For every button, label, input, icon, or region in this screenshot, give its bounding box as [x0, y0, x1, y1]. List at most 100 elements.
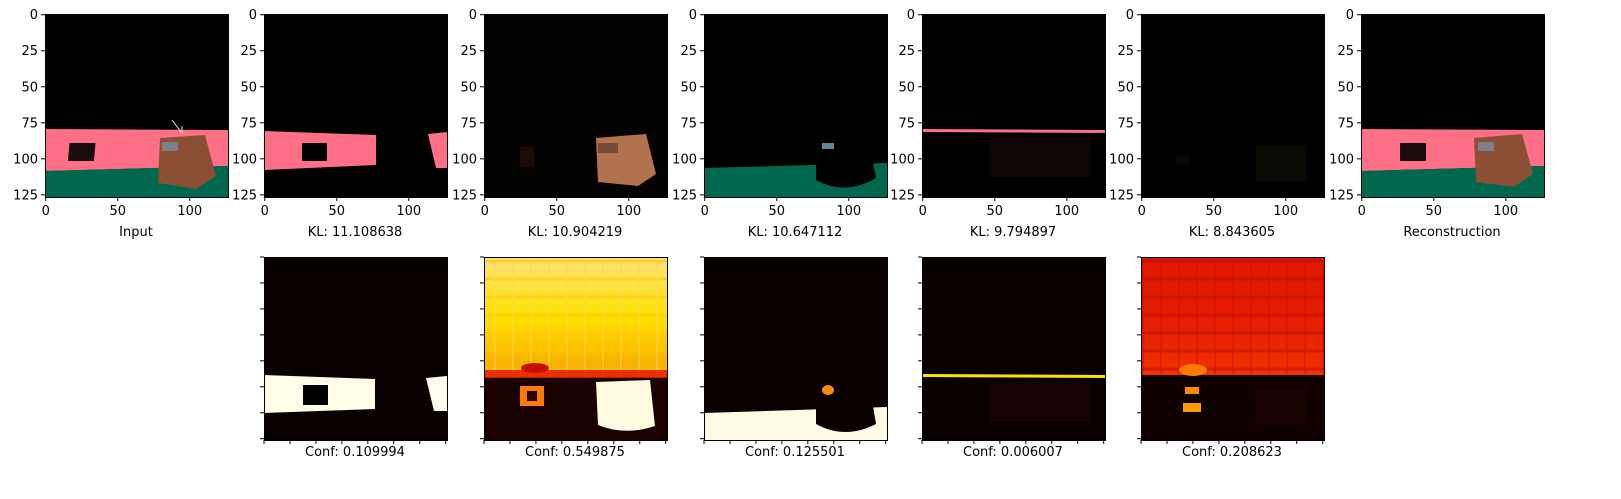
y-tick-label: 50: [898, 80, 915, 95]
hot-spot-bottom: [1183, 403, 1201, 412]
hot-object-blob: [596, 380, 655, 431]
object-shadow: [816, 158, 876, 188]
brown-object-region: [596, 134, 656, 186]
y-tick-label: 100: [890, 152, 915, 167]
x-tick-label: 0: [261, 204, 269, 219]
caption-slot-1: KL: 11.108638: [308, 225, 403, 240]
x-tick-label: 0: [701, 204, 709, 219]
x-tick-label: 100: [836, 204, 861, 219]
axes-ticks: [41, 14, 1507, 444]
faint-object: [1256, 145, 1306, 181]
axes-frame: [484, 14, 668, 198]
faint-object: [990, 137, 1090, 177]
y-tick-label: 125: [232, 188, 257, 203]
y-tick-label: 125: [452, 188, 477, 203]
axes-frame: [1141, 14, 1325, 198]
map-grid-texture: [484, 257, 667, 377]
dark-window-region: [1400, 143, 1426, 161]
hot-spot-small-core: [527, 391, 537, 401]
y-tick-label: 125: [890, 188, 915, 203]
caption-slot-4: KL: 9.794897: [970, 225, 1056, 240]
axes-frame: [922, 14, 1106, 198]
y-tick-label: 0: [1346, 8, 1354, 23]
faint-object: [520, 147, 534, 167]
x-tick-label: 0: [481, 204, 489, 219]
y-tick-label: 0: [249, 8, 257, 23]
caption-reconstruction: Reconstruction: [1403, 225, 1500, 240]
conf-map-2: [484, 257, 667, 440]
x-tick-label: 50: [328, 204, 345, 219]
pink-edge-line: [922, 129, 1105, 133]
x-tick-label: 100: [396, 204, 421, 219]
x-tick-label: 50: [1205, 204, 1222, 219]
x-tick-label: 50: [768, 204, 785, 219]
y-tick-label: 75: [21, 116, 38, 131]
y-tick-label: 25: [680, 44, 697, 59]
dark-window-region: [302, 143, 327, 161]
faint-region: [1256, 388, 1306, 424]
y-tick-label: 100: [1329, 152, 1354, 167]
axes-frame: [704, 257, 888, 441]
captions-top: Input KL: 11.108638 KL: 10.904219 KL: 10…: [119, 225, 1500, 240]
axes-frame: [922, 257, 1106, 441]
y-tick-label: 50: [460, 80, 477, 95]
hot-region-right: [426, 376, 447, 411]
pink-wall-right: [428, 132, 447, 168]
caption-conf-2: Conf: 0.549875: [525, 445, 625, 460]
panel-slot-3: [704, 14, 887, 197]
conf-map-4: [922, 257, 1105, 440]
axes-frame: [264, 14, 448, 198]
object-shadow: [598, 143, 618, 153]
dark-window-region: [67, 143, 96, 161]
y-tick-label: 25: [460, 44, 477, 59]
axes-frame: [1361, 14, 1545, 198]
image-background: [264, 14, 447, 197]
x-tick-label: 50: [1425, 204, 1442, 219]
y-tick-label: 75: [1337, 116, 1354, 131]
y-tick-label: 0: [30, 8, 38, 23]
red-spot: [521, 363, 549, 373]
x-tick-label: 100: [616, 204, 641, 219]
x-tick-label: 0: [1358, 204, 1366, 219]
panel-slot-4: [922, 14, 1105, 197]
y-tick-label: 75: [1117, 116, 1134, 131]
y-tick-label: 75: [680, 116, 697, 131]
y-tick-label: 125: [1329, 188, 1354, 203]
x-tick-label: 0: [919, 204, 927, 219]
y-tick-label: 100: [1109, 152, 1134, 167]
x-tick-label: 50: [548, 204, 565, 219]
object-highlight: [1478, 142, 1494, 151]
y-tick-label: 100: [452, 152, 477, 167]
y-tick-label: 50: [240, 80, 257, 95]
y-tick-label: 100: [13, 152, 38, 167]
panel-slot-2: [484, 14, 667, 197]
y-tick-label: 0: [689, 8, 697, 23]
y-tick-label: 25: [21, 44, 38, 59]
panel-input: [45, 14, 228, 197]
y-tick-label: 25: [1117, 44, 1134, 59]
conf-map-3: [704, 257, 887, 440]
y-tick-label: 50: [21, 80, 38, 95]
faint-region: [990, 382, 1090, 422]
x-tick-label: 50: [986, 204, 1003, 219]
x-tick-label: 0: [1138, 204, 1146, 219]
y-tick-label: 125: [672, 188, 697, 203]
y-tick-label: 75: [898, 116, 915, 131]
y-tick-label: 0: [469, 8, 477, 23]
y-tick-label: 125: [1109, 188, 1134, 203]
brown-object-region: [1474, 134, 1533, 187]
y-tick-label: 25: [898, 44, 915, 59]
x-tick-label: 100: [1273, 204, 1298, 219]
axes-frame: [45, 14, 229, 198]
x-tick-label: 100: [177, 204, 202, 219]
caption-conf-5: Conf: 0.208623: [1182, 445, 1282, 460]
y-tick-label: 0: [907, 8, 915, 23]
hot-spot-top: [1185, 387, 1199, 394]
captions-bottom: Conf: 0.109994 Conf: 0.549875 Conf: 0.12…: [305, 445, 1282, 460]
caption-slot-5: KL: 8.843605: [1189, 225, 1275, 240]
cold-hole: [303, 385, 328, 405]
blue-highlight: [822, 143, 834, 149]
caption-slot-2: KL: 10.904219: [528, 225, 623, 240]
y-tick-label: 0: [1126, 8, 1134, 23]
